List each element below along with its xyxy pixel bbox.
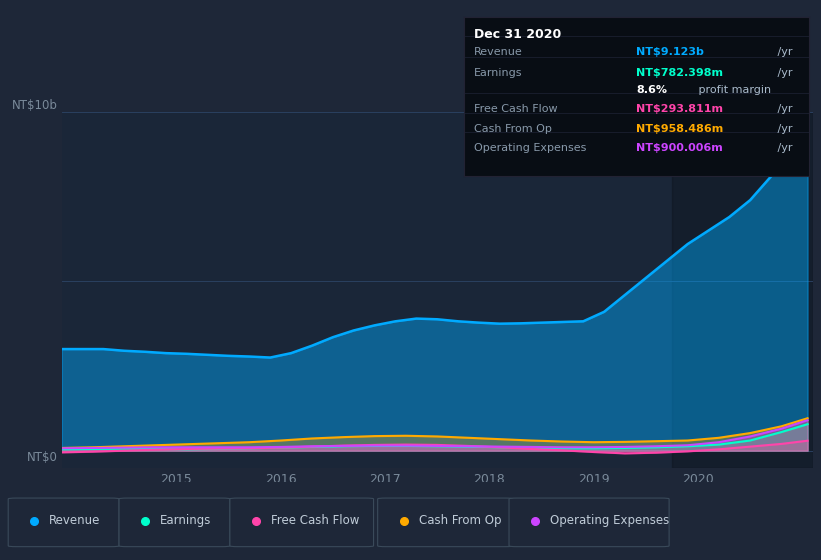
Text: /yr: /yr [774, 104, 793, 114]
Text: NT$10b: NT$10b [12, 99, 57, 112]
Text: Dec 31 2020: Dec 31 2020 [475, 28, 562, 41]
Text: NT$900.006m: NT$900.006m [636, 143, 723, 153]
Text: Free Cash Flow: Free Cash Flow [271, 514, 360, 528]
Text: Operating Expenses: Operating Expenses [550, 514, 669, 528]
Text: Cash From Op: Cash From Op [475, 124, 552, 133]
Text: /yr: /yr [774, 47, 793, 57]
Text: Revenue: Revenue [475, 47, 523, 57]
Text: /yr: /yr [774, 143, 793, 153]
FancyBboxPatch shape [230, 498, 374, 547]
Text: Free Cash Flow: Free Cash Flow [475, 104, 557, 114]
FancyBboxPatch shape [509, 498, 669, 547]
Text: /yr: /yr [774, 124, 793, 133]
Bar [672, 112, 813, 468]
Text: NT$293.811m: NT$293.811m [636, 104, 723, 114]
Text: NT$0: NT$0 [27, 451, 57, 464]
Text: Earnings: Earnings [475, 68, 523, 78]
Text: NT$9.123b: NT$9.123b [636, 47, 704, 57]
Text: Earnings: Earnings [160, 514, 212, 528]
Text: 8.6%: 8.6% [636, 85, 667, 95]
Text: Cash From Op: Cash From Op [419, 514, 501, 528]
Text: /yr: /yr [774, 68, 793, 78]
Text: profit margin: profit margin [695, 85, 771, 95]
Text: NT$782.398m: NT$782.398m [636, 68, 723, 78]
Text: NT$958.486m: NT$958.486m [636, 124, 723, 133]
FancyBboxPatch shape [119, 498, 230, 547]
Text: Operating Expenses: Operating Expenses [475, 143, 586, 153]
Text: Revenue: Revenue [49, 514, 101, 528]
FancyBboxPatch shape [8, 498, 119, 547]
FancyBboxPatch shape [378, 498, 513, 547]
